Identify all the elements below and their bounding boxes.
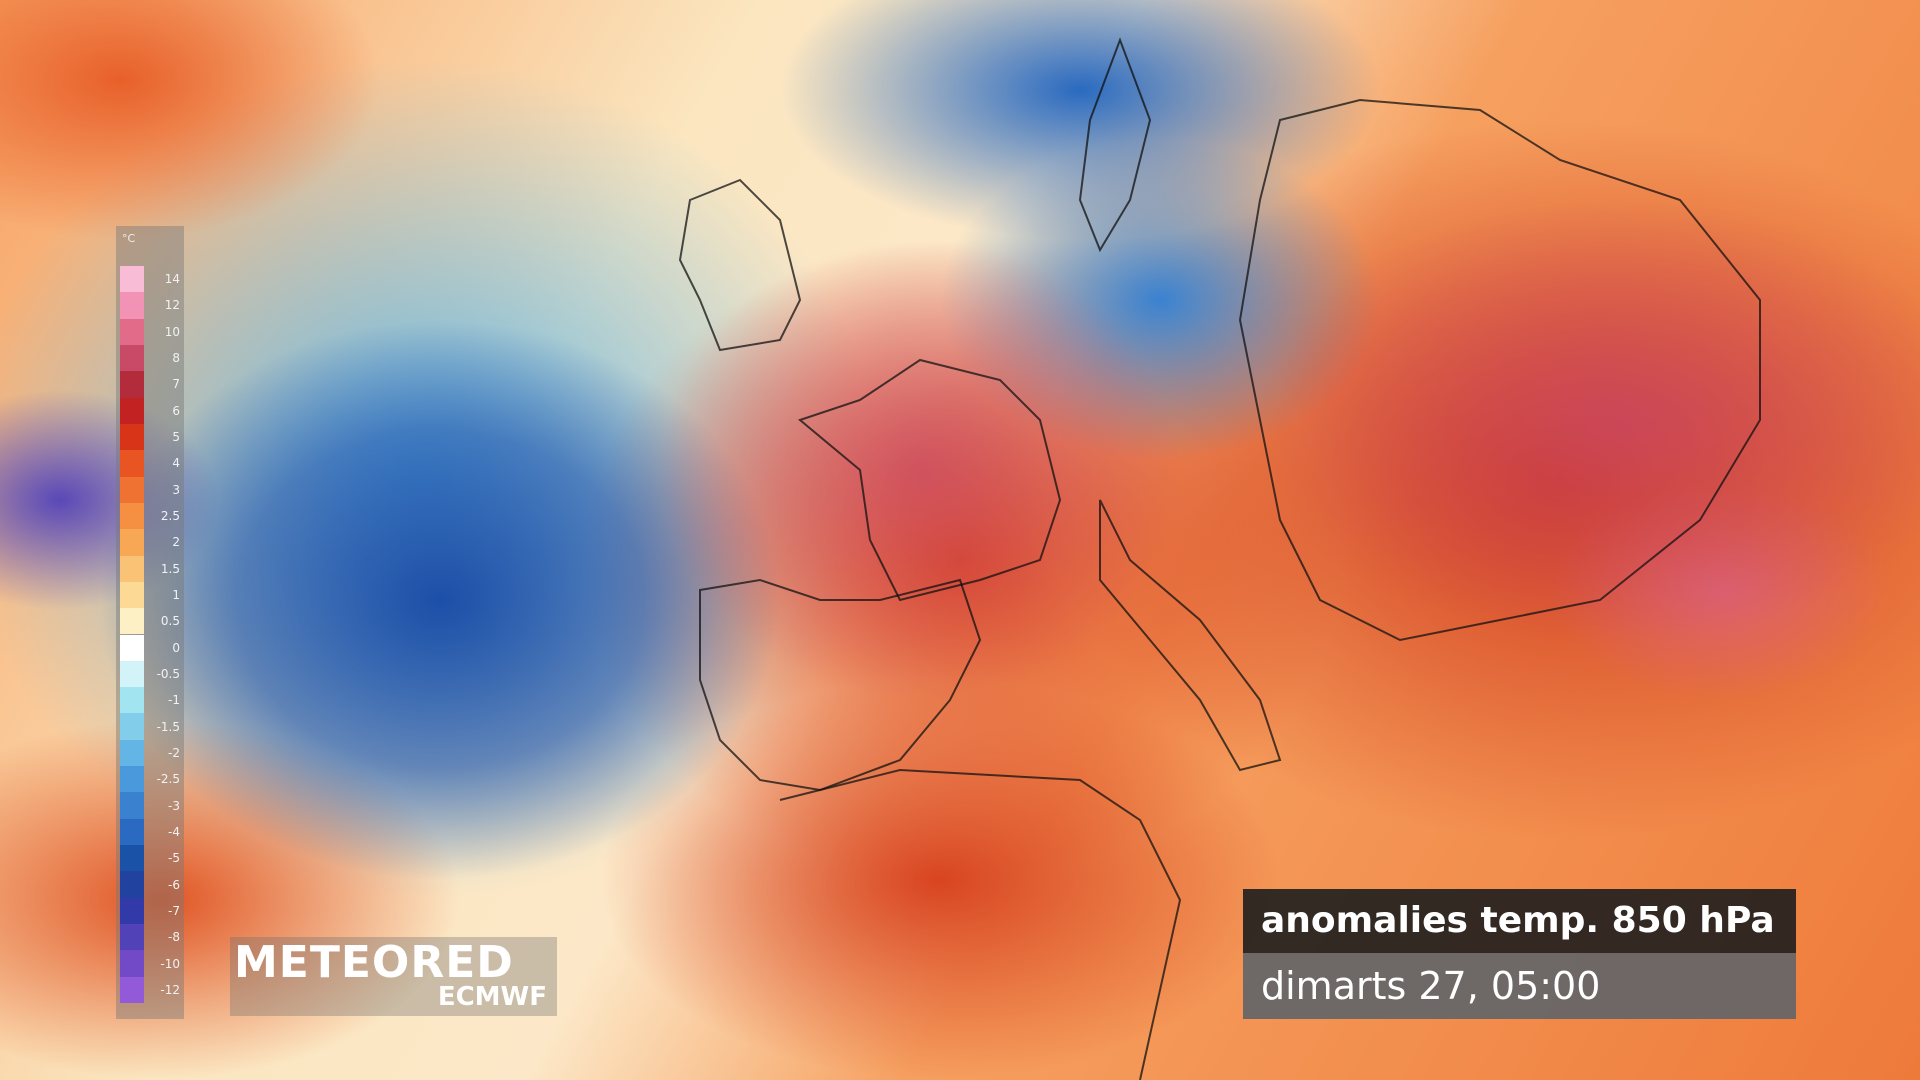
- brand-logo: METEORED: [234, 937, 514, 988]
- legend-label: -1: [168, 693, 180, 708]
- legend-label: 3: [172, 482, 180, 497]
- legend-swatch: [120, 897, 144, 925]
- legend-swatch: [120, 792, 144, 819]
- legend-label: 14: [164, 272, 180, 287]
- legend-swatch: [120, 450, 144, 477]
- legend-label: -1.5: [156, 719, 180, 734]
- legend-swatch: [120, 871, 144, 898]
- legend-label: 12: [164, 298, 180, 313]
- coastline: [1078, 37, 1152, 253]
- legend-swatch: [120, 581, 144, 609]
- legend-label: 0: [172, 640, 180, 655]
- legend-label: -2.5: [156, 772, 180, 787]
- coastline: [779, 768, 1182, 1080]
- legend-swatch: [120, 687, 144, 714]
- legend-label: 0.5: [160, 614, 180, 629]
- legend-label: 4: [172, 456, 180, 471]
- coastline: [797, 358, 1062, 602]
- legend-swatch: [120, 739, 144, 767]
- legend-label: 1: [172, 588, 180, 603]
- legend-swatch: [120, 266, 144, 293]
- legend-swatch: [120, 529, 144, 556]
- coastline: [1099, 499, 1282, 772]
- legend-swatch: [120, 660, 144, 688]
- color-legend: °C 14 12 10 8 7 6 5 4 3 2.5 2 1.5 1 0.5 0 -0.5 -1 -1.5 -2 -…: [116, 226, 184, 1019]
- legend-swatch: [120, 950, 144, 977]
- legend-swatch: [120, 634, 144, 661]
- coastline: [1238, 98, 1761, 642]
- legend-label: -3: [168, 798, 180, 813]
- legend-swatch: [120, 976, 144, 1003]
- coastline: [678, 178, 802, 352]
- legend-label: 2.5: [160, 509, 180, 524]
- legend-swatch: [120, 713, 144, 740]
- legend-label: -4: [168, 824, 180, 839]
- legend-swatch: [120, 502, 144, 530]
- map-date: dimarts 27, 05:00: [1243, 953, 1796, 1019]
- legend-swatch: [120, 766, 144, 793]
- legend-swatch: [120, 845, 144, 872]
- legend-label: 2: [172, 535, 180, 550]
- legend-unit: °C: [122, 232, 136, 245]
- legend-label: -7: [168, 903, 180, 918]
- legend-swatch: [120, 397, 144, 424]
- legend-swatch: [120, 608, 144, 635]
- legend-swatch: [120, 818, 144, 846]
- partner-logo: ECMWF: [437, 982, 547, 1012]
- legend-label: -8: [168, 930, 180, 945]
- legend-swatch: [120, 292, 144, 319]
- legend-label: 8: [172, 351, 180, 366]
- logo: METEORED ECMWF: [230, 937, 557, 1016]
- legend-label: -0.5: [156, 666, 180, 681]
- legend-label: 7: [172, 377, 180, 392]
- map-title: anomalies temp. 850 hPa: [1243, 889, 1796, 953]
- legend-swatch: [120, 555, 144, 582]
- info-box: anomalies temp. 850 hPa dimarts 27, 05:0…: [1243, 889, 1796, 1019]
- legend-label: 6: [172, 403, 180, 418]
- legend-label: -10: [160, 956, 180, 971]
- legend-swatch: [120, 423, 144, 451]
- legend-label: -12: [160, 982, 180, 997]
- legend-swatch: [120, 476, 144, 503]
- legend-label: 5: [172, 430, 180, 445]
- legend-swatch: [120, 344, 144, 372]
- legend-swatch: [120, 924, 144, 951]
- legend-swatch: [120, 318, 144, 345]
- coastline: [699, 578, 982, 792]
- legend-label: 10: [164, 324, 180, 339]
- legend-label: -5: [168, 851, 180, 866]
- legend-label: -2: [168, 745, 180, 760]
- legend-label: 1.5: [160, 561, 180, 576]
- legend-swatch: [120, 371, 144, 398]
- legend-label: -6: [168, 877, 180, 892]
